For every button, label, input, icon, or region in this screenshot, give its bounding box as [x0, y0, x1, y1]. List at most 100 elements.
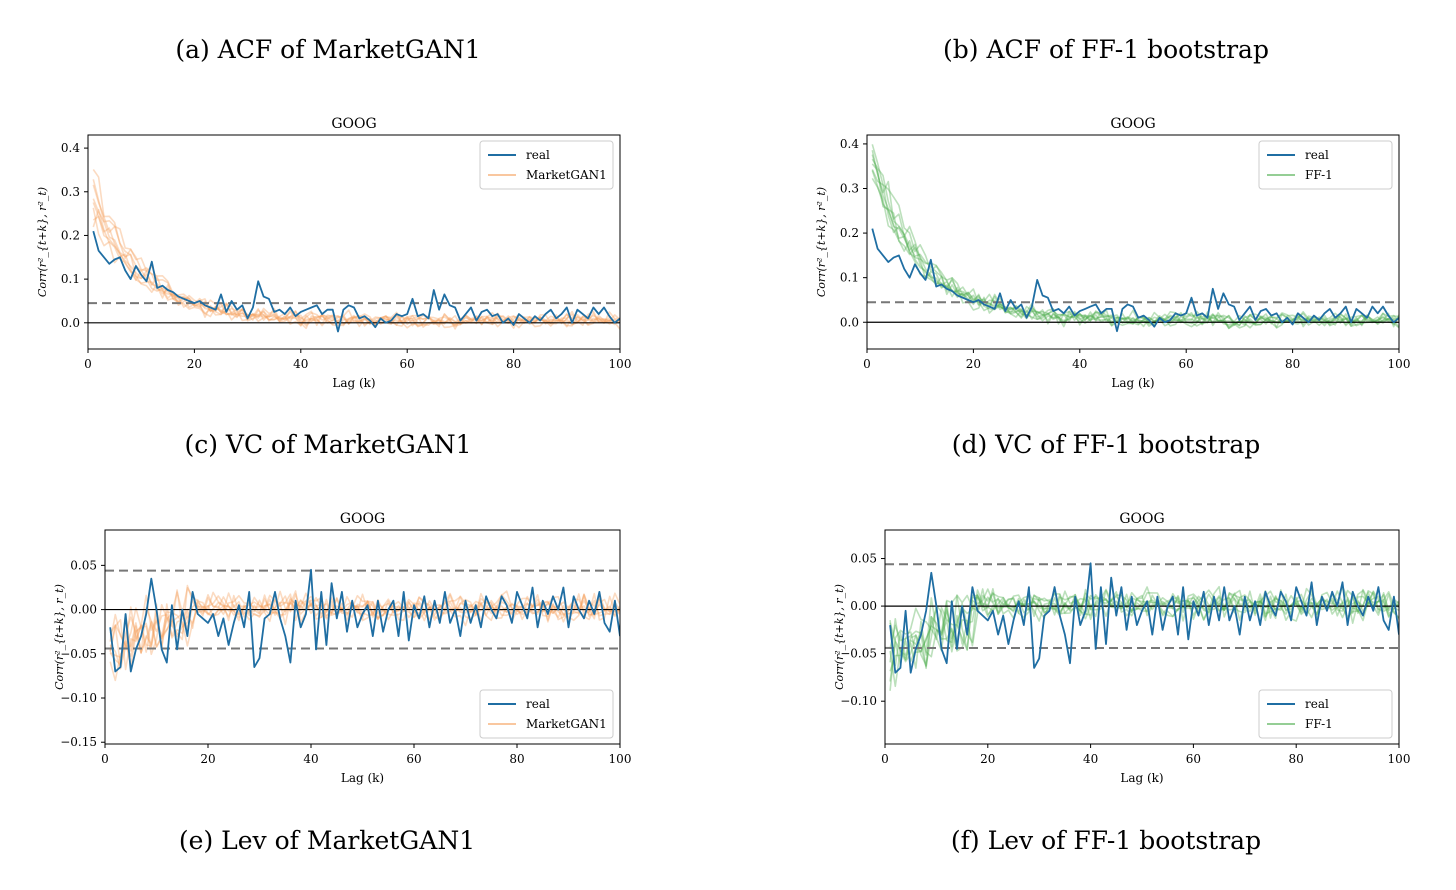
real-series-line: [889, 562, 1399, 674]
legend-label: FF-1: [1305, 717, 1333, 731]
legend-box: [1258, 689, 1393, 739]
x-tick-label: 20: [980, 752, 995, 766]
x-tick-label: 80: [1285, 357, 1300, 371]
y-tick-label: 0.05: [70, 558, 97, 572]
real-series-line: [92, 230, 620, 333]
y-tick-label: 0.0: [840, 315, 859, 329]
x-tick-label: 60: [1179, 357, 1194, 371]
y-tick-label: 0.3: [61, 185, 80, 199]
x-axis-label: Lag (k): [1120, 771, 1163, 785]
legend-label: real: [1305, 697, 1329, 711]
x-tick-label: 100: [609, 752, 632, 766]
plot-frame: [87, 134, 621, 350]
y-axis-label: Corr(r²_{t+k}, r²_t): [36, 187, 49, 297]
synthetic-series-line: [92, 179, 620, 328]
legend-label: real: [526, 148, 550, 162]
x-axis-label: Lag (k): [332, 376, 375, 390]
x-tick-label: 0: [84, 357, 92, 371]
synthetic-series-line: [871, 177, 1399, 329]
x-tick-label: 20: [187, 357, 202, 371]
plot-frame: [866, 134, 1400, 350]
x-tick-label: 80: [509, 752, 524, 766]
lev-ff1-panel: 0 20 40 60 80 100 0.05 0.00 −0.05 −0.10 GOOG Lag (k…: [833, 511, 1410, 785]
legend-label: real: [526, 697, 550, 711]
acf-marketgan-panel: 0 20 40 60 80 100 0.0 0.1 0.2 0.3 0.4 GOOG Lag (k) Co…: [36, 116, 631, 390]
x-tick-label: 0: [863, 357, 871, 371]
y-tick-label: 0.4: [840, 137, 859, 151]
chart-title: GOOG: [1110, 116, 1155, 132]
y-tick-label: 0.00: [70, 603, 97, 617]
y-axis-label: Corr(r²_{t+k}, r_t): [833, 584, 846, 690]
plot-area: [88, 169, 620, 333]
x-tick-label: 60: [400, 357, 415, 371]
synthetic-series-line: [92, 202, 620, 330]
y-tick-label: −0.10: [840, 694, 877, 708]
plot-area: [867, 144, 1399, 333]
x-tick-label: 100: [1388, 357, 1411, 371]
legend: real MarketGAN1: [479, 140, 614, 190]
y-tick-label: 0.2: [840, 226, 859, 240]
caption-e: (e) Lev of MarketGAN1: [179, 826, 475, 855]
legend-label: MarketGAN1: [526, 717, 607, 731]
x-tick-label: 40: [1072, 357, 1087, 371]
y-tick-label: 0.1: [840, 271, 859, 285]
legend-label: real: [1305, 148, 1329, 162]
acf-ff1-panel: 0 20 40 60 80 100 0.0 0.1 0.2 0.3 0.4 GOOG Lag (k) Co…: [815, 116, 1410, 390]
y-tick-label: 0.2: [61, 228, 80, 242]
real-series-line: [109, 568, 620, 673]
x-tick-label: 40: [1083, 752, 1098, 766]
x-tick-label: 40: [293, 357, 308, 371]
synthetic-series-line: [92, 184, 620, 329]
y-axis-label: Corr(r²_{t+k}, r_t): [53, 584, 66, 690]
plot-frame: [884, 529, 1400, 745]
x-tick-label: 40: [303, 752, 318, 766]
plot-area: [105, 568, 620, 682]
legend-box: [479, 689, 614, 739]
caption-b: (b) ACF of FF-1 bootstrap: [943, 35, 1269, 64]
synthetic-series-line: [871, 144, 1399, 328]
legend-box: [1258, 140, 1393, 190]
legend-label: FF-1: [1305, 168, 1333, 182]
x-tick-label: 60: [406, 752, 421, 766]
synthetic-series-line: [92, 207, 620, 329]
synthetic-series-line: [92, 208, 620, 328]
synthetic-series-line: [92, 198, 620, 328]
caption-f: (f) Lev of FF-1 bootstrap: [951, 826, 1261, 855]
synthetic-series-line: [871, 170, 1399, 330]
x-tick-label: 20: [966, 357, 981, 371]
y-tick-label: −0.05: [840, 647, 877, 661]
synthetic-series-line: [871, 169, 1399, 329]
legend-box: [479, 140, 614, 190]
caption-c: (c) VC of MarketGAN1: [184, 430, 471, 459]
y-tick-label: −0.10: [60, 691, 97, 705]
y-axis-label: Corr(r²_{t+k}, r²_t): [815, 187, 828, 297]
y-tick-label: −0.05: [60, 647, 97, 661]
legend: real MarketGAN1: [479, 689, 614, 739]
x-tick-label: 0: [881, 752, 889, 766]
x-tick-label: 80: [506, 357, 521, 371]
y-tick-label: 0.00: [850, 599, 877, 613]
caption-d: (d) VC of FF-1 bootstrap: [952, 430, 1261, 459]
x-tick-label: 100: [1388, 752, 1411, 766]
caption-a: (a) ACF of MarketGAN1: [175, 35, 480, 64]
y-tick-label: 0.1: [61, 272, 80, 286]
x-tick-label: 60: [1186, 752, 1201, 766]
x-tick-label: 0: [101, 752, 109, 766]
plot-frame: [104, 529, 621, 745]
chart-title: GOOG: [331, 116, 376, 132]
chart-title: GOOG: [1119, 511, 1164, 527]
x-tick-label: 20: [200, 752, 215, 766]
x-tick-label: 100: [609, 357, 632, 371]
synthetic-series-line: [92, 169, 620, 329]
legend-label: MarketGAN1: [526, 168, 607, 182]
legend: real FF-1: [1258, 689, 1393, 739]
y-tick-label: 0.3: [840, 182, 859, 196]
y-tick-label: 0.4: [61, 141, 80, 155]
lev-marketgan-panel: 0 20 40 60 80 100 0.05 0.00 −0.05 −0.10 −0.15 GOOG L…: [53, 511, 631, 785]
x-tick-label: 80: [1289, 752, 1304, 766]
chart-title: GOOG: [340, 511, 385, 527]
x-axis-label: Lag (k): [341, 771, 384, 785]
synthetic-series-line: [871, 150, 1399, 330]
y-tick-label: −0.15: [60, 735, 97, 749]
